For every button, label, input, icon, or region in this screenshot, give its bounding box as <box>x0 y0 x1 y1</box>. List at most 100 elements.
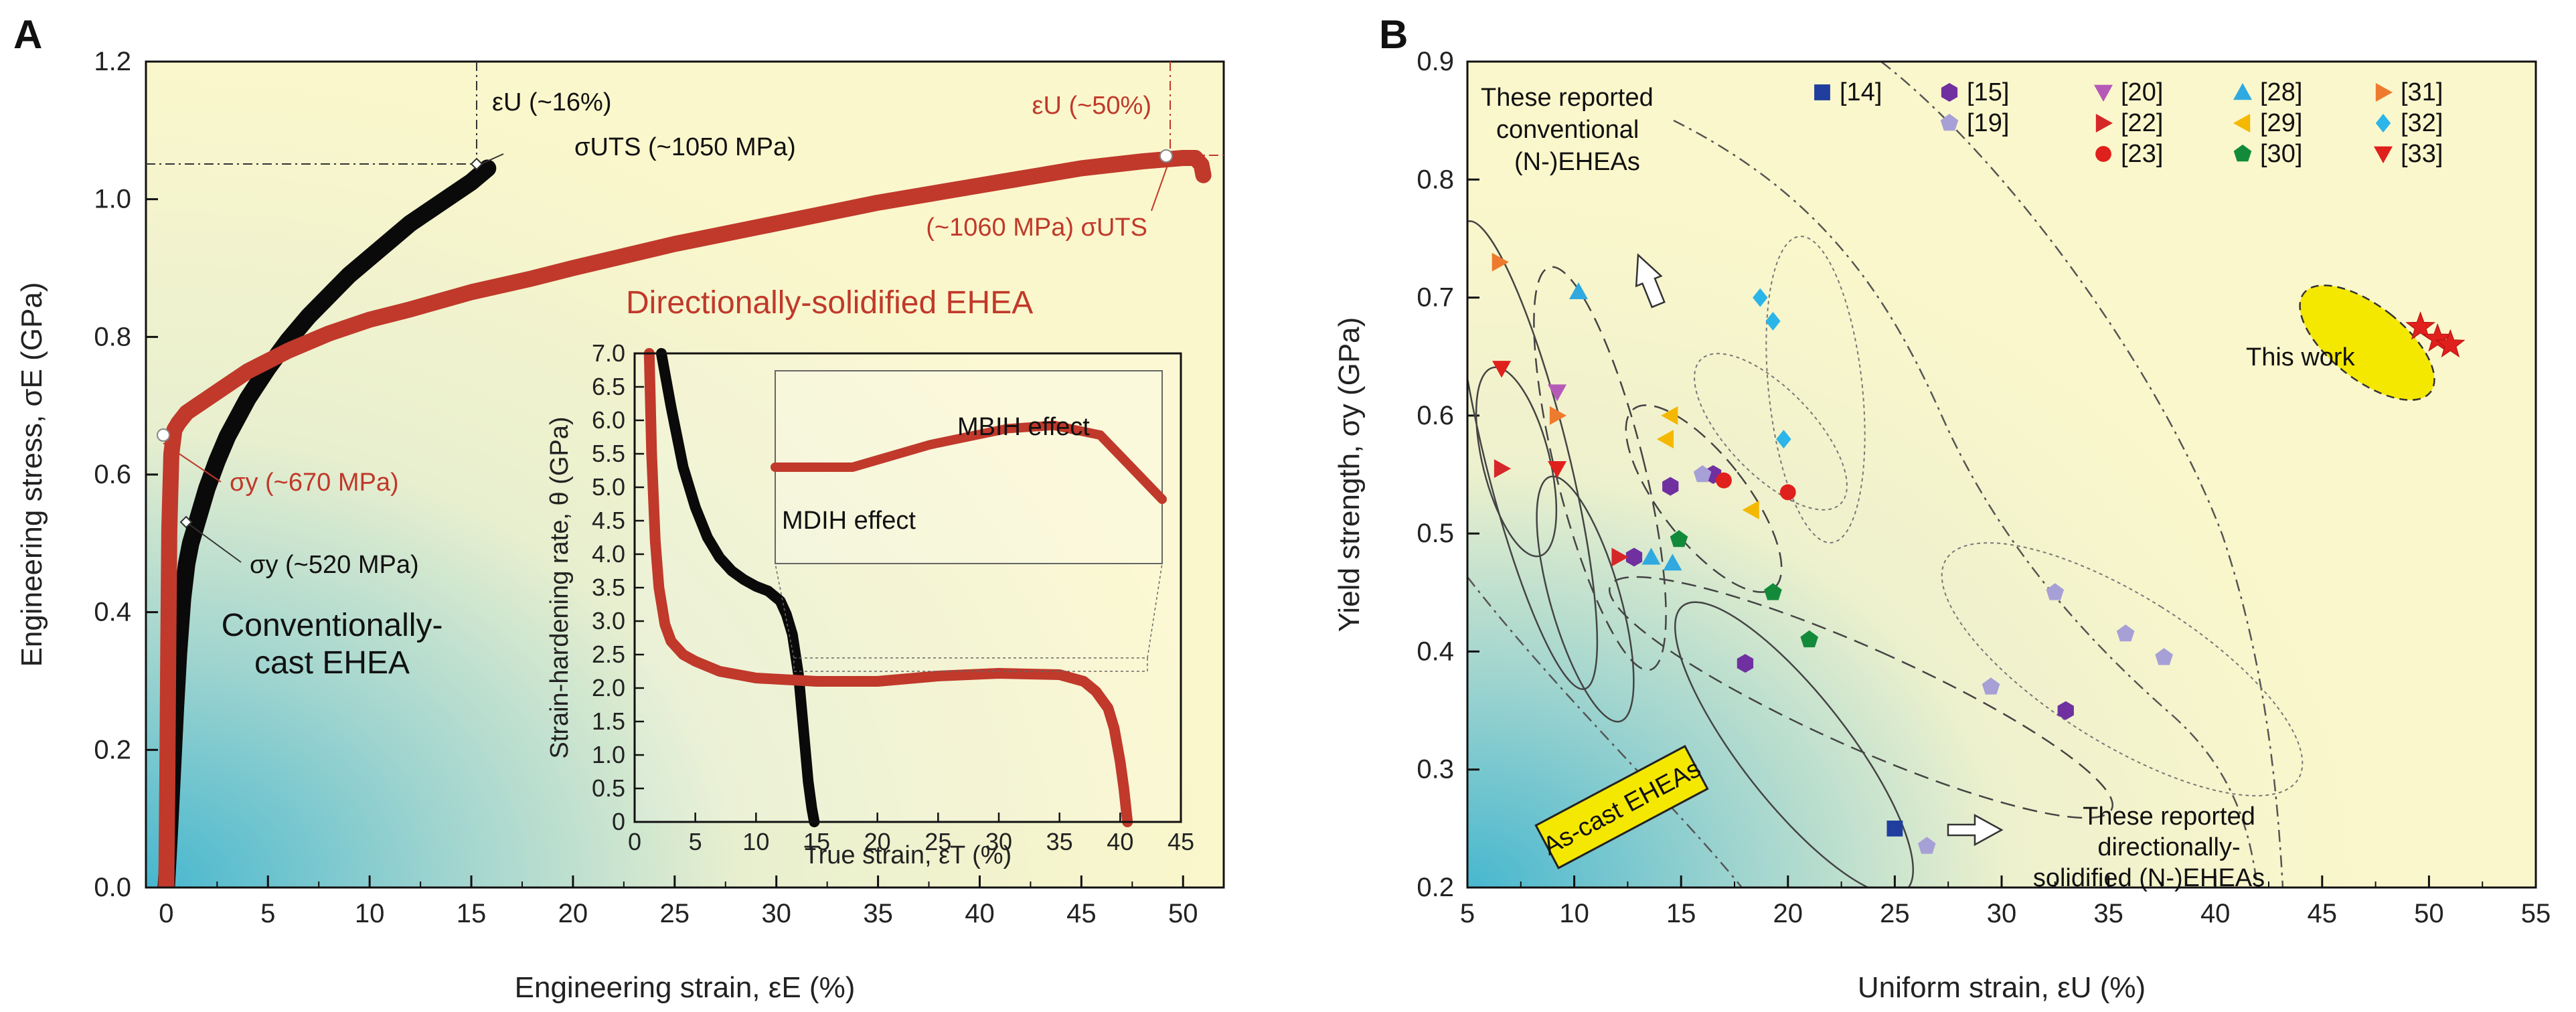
inset-y-tick-label: 1.5 <box>592 707 625 735</box>
inset-x-tick-label: 5 <box>689 828 702 855</box>
conv-group-label-3: (N-)EHEAs <box>1514 148 1640 176</box>
conv-direction-arrow-icon <box>1635 253 1666 309</box>
legend-marker <box>2233 83 2252 100</box>
zoom-curve <box>771 420 1167 504</box>
uts-conv-marker <box>470 157 483 171</box>
this-work-star-icon <box>2435 329 2466 358</box>
legend-label: [28] <box>2260 78 2302 106</box>
sy-conv-label: σy (~520 MPa) <box>250 551 419 579</box>
series-line-directional <box>158 150 1212 888</box>
y-tick-label: 1.0 <box>94 185 131 214</box>
inset-series-line-directional <box>643 348 1133 827</box>
y-tick-label: 0.9 <box>1417 47 1454 76</box>
this-work-ellipse <box>2299 284 2435 401</box>
eu-conv-label: εU (~16%) <box>492 88 612 116</box>
conv-group-label-1: These reported <box>1481 84 1654 112</box>
x-tick-label: 10 <box>355 899 385 928</box>
panel-b-frame <box>1466 60 2537 889</box>
inset-x-tick-label: 10 <box>742 828 769 855</box>
x-tick-label: 45 <box>2308 899 2338 928</box>
data-point <box>1492 252 1509 272</box>
x-tick-label: 50 <box>2414 899 2444 928</box>
group-ellipse <box>1674 601 1915 888</box>
data-point <box>1737 654 1754 673</box>
data-point <box>1494 459 1512 479</box>
inset-y-tick-label: 3.5 <box>592 574 625 601</box>
legend-label: [20] <box>2121 78 2163 106</box>
data-point <box>2046 583 2065 600</box>
panel-a-ylabel: Engineering stress, σE (GPa) <box>15 282 48 667</box>
zoom-source-box <box>793 657 1148 672</box>
group-ellipse-dashed <box>1608 576 2114 819</box>
inset-y-tick-label: 3.0 <box>592 607 625 635</box>
legend-marker <box>2095 114 2113 133</box>
legend-label: [29] <box>2260 109 2302 137</box>
inset-y-tick-label: 2.5 <box>592 641 625 668</box>
data-point <box>1549 406 1567 425</box>
legend-label: [19] <box>1967 109 2009 137</box>
sy-ds-marker <box>157 428 170 442</box>
x-tick-label: 0 <box>159 899 173 928</box>
sy-conv-leader <box>185 521 242 563</box>
x-tick-label: 10 <box>1559 899 1589 928</box>
inset-x-tick-label: 40 <box>1107 828 1133 855</box>
data-point <box>1662 477 1679 496</box>
inset-x-tick-label: 20 <box>864 828 891 855</box>
legend-marker <box>1940 114 1959 131</box>
panel-b-xlabel: Uniform strain, εU (%) <box>1858 971 2146 1004</box>
y-tick-label: 0.4 <box>1417 637 1454 666</box>
data-point <box>1779 484 1796 501</box>
legend-label: [23] <box>2121 140 2163 168</box>
uts-ds-marker <box>1159 149 1173 163</box>
x-tick-label: 25 <box>1880 899 1910 928</box>
x-tick-label: 45 <box>1066 899 1097 928</box>
data-point <box>2116 624 2135 642</box>
legend-marker <box>2374 146 2393 163</box>
ds-upper-boundary <box>1880 62 2284 888</box>
data-point <box>1776 430 1791 449</box>
x-tick-label: 55 <box>2521 899 2551 928</box>
y-tick-label: 0.8 <box>94 322 131 351</box>
this-work-label: This work <box>2246 343 2356 371</box>
legend-marker <box>2233 114 2251 133</box>
conv-group-label-2: conventional <box>1496 116 1639 144</box>
panel-b-legend: [14] [15] [19] [20] [22] [23] [28] [29] [30] [31]… <box>1814 78 2443 168</box>
panel-b-points <box>1492 252 2466 854</box>
inset-x-tick-label: 15 <box>803 828 830 855</box>
x-tick-label: 20 <box>1773 899 1803 928</box>
inset-curves <box>643 348 1133 827</box>
inset-y-tick-label: 1.0 <box>592 741 625 768</box>
this-work-star-icon <box>2422 323 2453 352</box>
x-tick-label: 35 <box>2093 899 2123 928</box>
inset-xlabel: True strain, εT (%) <box>804 841 1012 869</box>
x-tick-label: 20 <box>558 899 588 928</box>
legend-marker <box>2375 83 2393 102</box>
data-point <box>1800 630 1818 648</box>
inset-y-tick-label: 7.0 <box>592 339 625 367</box>
x-tick-label: 15 <box>457 899 487 928</box>
x-tick-label: 30 <box>761 899 791 928</box>
x-tick-label: 15 <box>1666 899 1696 928</box>
data-point <box>1492 361 1512 378</box>
mbih-label: MBIH effect <box>957 413 1090 441</box>
y-tick-label: 0.3 <box>1417 755 1454 784</box>
inset-x-tick-label: 0 <box>628 828 641 855</box>
ascast-badge-box <box>1534 744 1709 869</box>
legend-marker <box>2233 145 2252 162</box>
series-line-conventional <box>157 159 497 888</box>
data-point <box>1753 288 1768 307</box>
ds-group-label-2: directionally- <box>2097 833 2240 861</box>
inset-y-tick-label: 6.0 <box>592 406 625 434</box>
data-point <box>1656 430 1674 449</box>
x-tick-label: 25 <box>660 899 690 928</box>
x-tick-label: 5 <box>260 899 275 928</box>
legend-label: [31] <box>2401 78 2443 106</box>
data-point <box>1625 547 1643 567</box>
sy-ds-leader <box>163 442 222 483</box>
data-point <box>1982 677 2000 695</box>
inset-y-tick-label: 4.5 <box>592 507 625 534</box>
inset-y-tick-label: 0.5 <box>592 774 625 802</box>
legend-label: [15] <box>1967 78 2009 106</box>
data-point <box>1764 583 1782 600</box>
panel-b-axes: 5 10 15 20 25 30 35 40 45 50 55 0.2 0.3 0.4 0.5 0.6 0.7 0… <box>1417 47 2551 928</box>
